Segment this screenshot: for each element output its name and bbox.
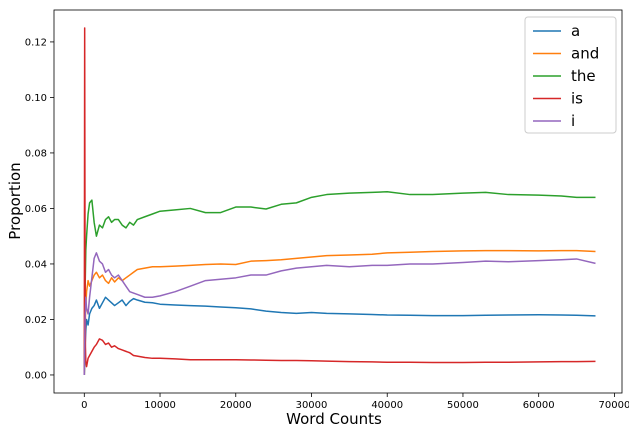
legend-label-a: a xyxy=(571,22,580,40)
series-line-is xyxy=(83,27,596,375)
x-tick-label: 60000 xyxy=(523,400,555,411)
y-tick-label: 0.00 xyxy=(25,370,47,381)
y-tick-label: 0.04 xyxy=(25,259,47,270)
x-tick-label: 70000 xyxy=(599,400,629,411)
series-line-i xyxy=(83,252,596,375)
x-tick-label: 0 xyxy=(81,400,87,411)
legend: a and the is i xyxy=(524,16,617,134)
legend-label-is: is xyxy=(571,90,583,108)
x-tick-label: 30000 xyxy=(296,400,328,411)
x-axis-label: Word Counts xyxy=(286,410,382,428)
series-line-a xyxy=(83,296,596,375)
y-axis: 0.00 0.02 0.04 0.06 0.08 0.10 0.12 xyxy=(25,37,54,381)
y-tick-label: 0.02 xyxy=(25,315,47,326)
x-axis: 0 10000 20000 30000 40000 50000 60000 70000 xyxy=(81,393,629,411)
axes-frame xyxy=(53,9,623,394)
y-tick-label: 0.08 xyxy=(25,148,47,159)
y-tick-label: 0.10 xyxy=(25,93,47,104)
legend-label-and: and xyxy=(571,45,599,63)
series-line-the xyxy=(83,191,596,375)
y-axis-label: Proportion xyxy=(6,162,24,239)
y-tick-label: 0.06 xyxy=(25,204,47,215)
y-tick-label: 0.12 xyxy=(25,37,47,48)
legend-box xyxy=(524,16,617,134)
series-layer xyxy=(83,27,596,375)
x-tick-label: 40000 xyxy=(371,400,403,411)
x-tick-label: 50000 xyxy=(447,400,479,411)
legend-label-i: i xyxy=(571,112,575,130)
x-tick-label: 10000 xyxy=(144,400,176,411)
series-line-and xyxy=(83,249,596,375)
x-tick-label: 20000 xyxy=(220,400,252,411)
legend-label-the: the xyxy=(571,67,596,85)
